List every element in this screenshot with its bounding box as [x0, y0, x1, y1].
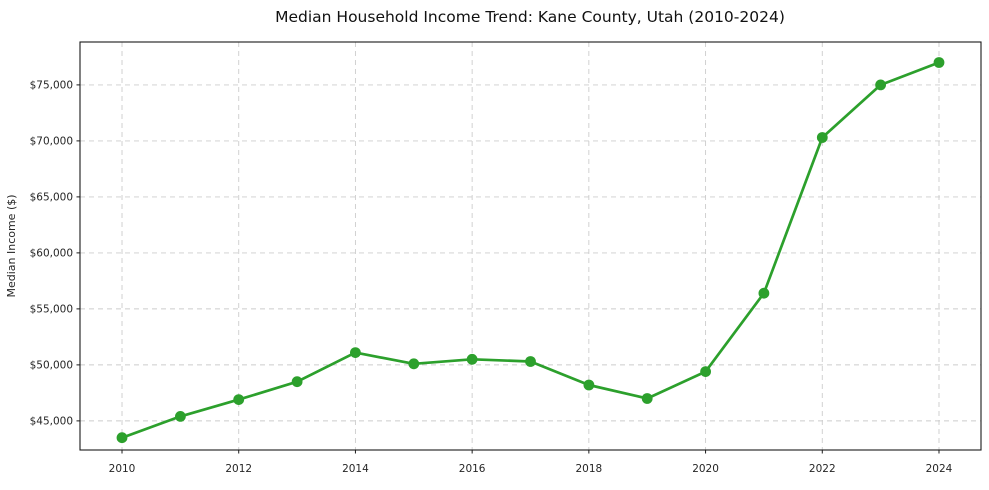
x-tick-label: 2014	[342, 463, 369, 475]
y-tick-label: $70,000	[30, 136, 73, 148]
data-point	[641, 393, 653, 404]
data-point	[700, 366, 711, 377]
x-tick-label: 2018	[575, 463, 602, 475]
y-tick-label: $50,000	[30, 360, 73, 372]
data-point	[466, 353, 478, 365]
chart-title: Median Household Income Trend: Kane Coun…	[275, 8, 785, 26]
data-point	[875, 79, 886, 91]
data-point	[583, 379, 595, 391]
y-tick-label: $45,000	[30, 416, 73, 428]
data-point	[816, 132, 828, 143]
grid-layer	[80, 42, 981, 450]
plot-border	[79, 41, 982, 451]
y-tick-label: $55,000	[30, 304, 73, 316]
data-point	[758, 287, 770, 299]
x-tick-label: 2010	[109, 463, 136, 475]
y-tick-label: $75,000	[30, 80, 73, 92]
data-point	[525, 356, 536, 367]
trend-series	[116, 57, 945, 444]
data-point	[933, 57, 945, 68]
x-tick-label: 2012	[225, 463, 252, 475]
data-point	[116, 432, 128, 444]
data-point	[233, 394, 245, 405]
data-point	[291, 376, 303, 388]
y-tick-label: $60,000	[30, 248, 73, 260]
x-tick-label: 2020	[692, 463, 719, 475]
y-axis-label: Median Income ($)	[5, 194, 18, 297]
trend-line	[120, 61, 941, 440]
tick-label-layer: 2010 2012 2014 2016 2018 2020 2022 2024 $45,000 $…	[30, 80, 953, 475]
data-point	[408, 358, 420, 370]
data-point	[350, 347, 361, 358]
x-tick-label: 2024	[926, 463, 953, 475]
x-tick-label: 2022	[809, 463, 836, 475]
x-tick-label: 2016	[459, 463, 486, 475]
y-tick-label: $65,000	[30, 192, 73, 204]
data-point	[175, 411, 186, 422]
axes-layer	[76, 41, 982, 454]
